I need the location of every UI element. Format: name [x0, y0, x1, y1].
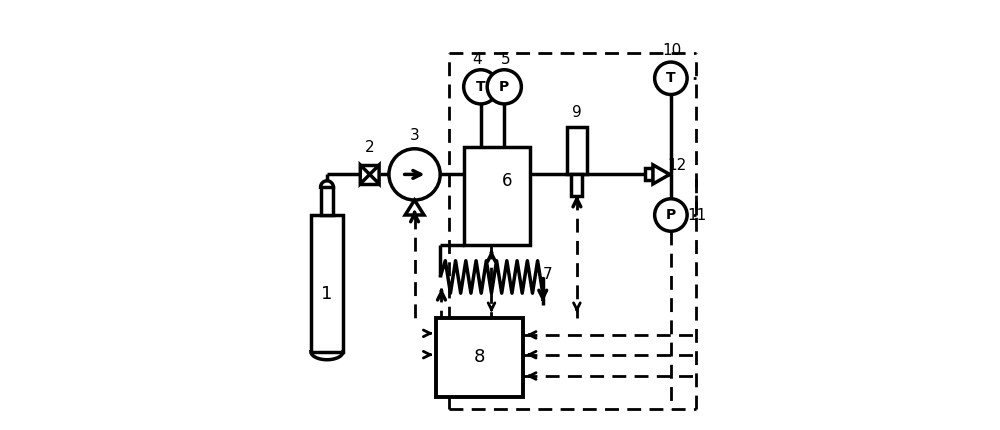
Text: P: P	[666, 208, 676, 222]
Polygon shape	[360, 165, 370, 184]
Text: 9: 9	[572, 105, 582, 120]
Text: 1: 1	[321, 285, 333, 303]
Circle shape	[655, 199, 687, 231]
Polygon shape	[370, 165, 379, 184]
Polygon shape	[653, 165, 670, 184]
Bar	[567, 127, 587, 175]
Text: 6: 6	[501, 172, 512, 190]
Circle shape	[389, 149, 440, 200]
Circle shape	[487, 70, 521, 104]
Text: 7: 7	[543, 267, 553, 283]
Text: 12: 12	[668, 157, 687, 172]
Bar	[311, 215, 343, 352]
Text: 8: 8	[474, 348, 485, 366]
Text: 11: 11	[687, 208, 706, 222]
Circle shape	[464, 70, 498, 104]
Bar	[464, 147, 530, 245]
Polygon shape	[405, 200, 424, 215]
Text: 3: 3	[410, 129, 419, 144]
Circle shape	[655, 62, 687, 95]
Text: T: T	[666, 71, 676, 85]
Text: 2: 2	[365, 140, 375, 154]
Text: 4: 4	[473, 52, 482, 67]
Text: 5: 5	[501, 52, 510, 67]
Text: 10: 10	[663, 43, 682, 58]
Bar	[645, 169, 653, 181]
Text: T: T	[476, 80, 486, 94]
Bar	[571, 175, 582, 196]
Text: P: P	[499, 80, 509, 94]
Bar	[321, 187, 333, 215]
Bar	[436, 317, 523, 396]
